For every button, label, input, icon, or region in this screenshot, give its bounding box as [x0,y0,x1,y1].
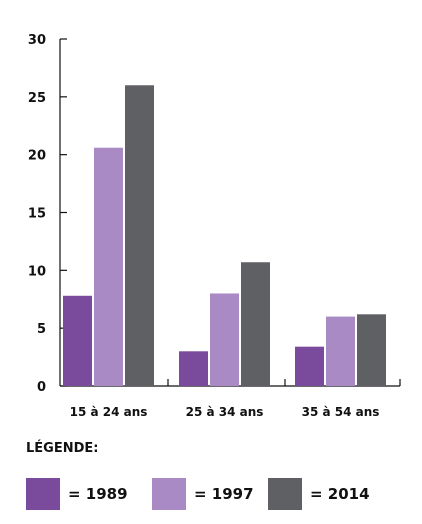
legend-item-2014: = 2014 [268,478,370,510]
bar-2014-3 [357,314,386,386]
y-tick-label-25: 25 [28,91,46,106]
bar-1997-1 [94,147,123,386]
legend-item-1989: = 1989 [26,478,128,510]
y-tick-label-20: 20 [28,149,46,164]
bar-1997-2 [210,293,239,386]
x-tick-label-3: 35 à 54 ans [302,405,380,419]
bar-2014-1 [125,85,154,387]
y-tick-label-0: 0 [37,380,46,395]
y-tick-label-30: 30 [28,33,46,48]
y-tick-label-10: 10 [28,264,46,279]
bar-chart: 0 5 10 15 20 25 30 15 à 24 ans 25 à 34 ans 35 à 5… [28,33,401,419]
legend-item-1997: = 1997 [152,478,254,510]
legend-swatch-2014 [268,478,302,510]
legend-label-1989: = 1989 [68,485,128,503]
legend-title: LÉGENDE: [26,441,99,456]
y-tick-label-15: 15 [28,207,46,222]
x-tick-label-2: 25 à 34 ans [186,405,264,419]
bar-2014-2 [241,262,270,386]
legend-label-2014: = 2014 [310,485,370,503]
bar-1989-2 [179,351,208,386]
x-tick-label-1: 15 à 24 ans [70,405,148,419]
bar-1997-3 [326,316,355,386]
legend-label-1997: = 1997 [194,485,254,503]
bar-1989-3 [295,346,324,386]
legend-swatch-1989 [26,478,60,510]
y-tick-label-5: 5 [37,322,46,337]
bar-1989-1 [63,295,92,386]
legend-swatch-1997 [152,478,186,510]
